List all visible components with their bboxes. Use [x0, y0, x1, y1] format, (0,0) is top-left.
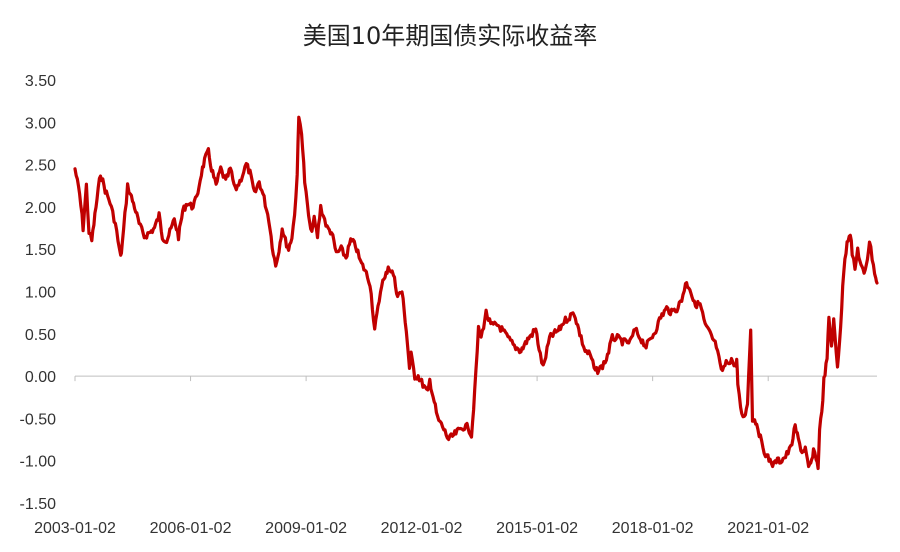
y-tick-label: -0.50	[20, 411, 57, 428]
plot-area	[73, 115, 879, 471]
x-tick-label: 2021-01-02	[727, 520, 809, 537]
y-tick-label: 3.00	[25, 115, 56, 132]
y-tick-label: 0.50	[25, 327, 56, 344]
chart-title: 美国10年期国债实际收益率	[303, 22, 598, 50]
x-tick-label: 2012-01-02	[381, 520, 463, 537]
x-tick-label: 2015-01-02	[496, 520, 578, 537]
y-tick-label: 3.50	[25, 73, 56, 90]
y-tick-label: 2.50	[25, 158, 56, 175]
x-tick-label: 2009-01-02	[265, 520, 347, 537]
x-tick-label: 2006-01-02	[150, 520, 232, 537]
x-tick-label: 2003-01-02	[34, 520, 116, 537]
y-tick-label: -1.50	[20, 496, 57, 513]
x-tick-labels: 2003-01-02 2006-01-02 2009-01-02 2012-01-02…	[34, 520, 809, 537]
series-line	[73, 115, 879, 471]
y-tick-label: 0.00	[25, 369, 56, 386]
y-tick-label: 1.50	[25, 242, 56, 259]
y-tick-label: 2.00	[25, 200, 56, 217]
y-tick-label: 1.00	[25, 285, 56, 302]
x-tick-label: 2018-01-02	[612, 520, 694, 537]
y-tick-labels: 3.50 3.00 2.50 2.00 1.50 1.00 0.50 0.00 -0.50 -1.…	[20, 73, 57, 513]
y-tick-label: -1.00	[20, 454, 57, 471]
